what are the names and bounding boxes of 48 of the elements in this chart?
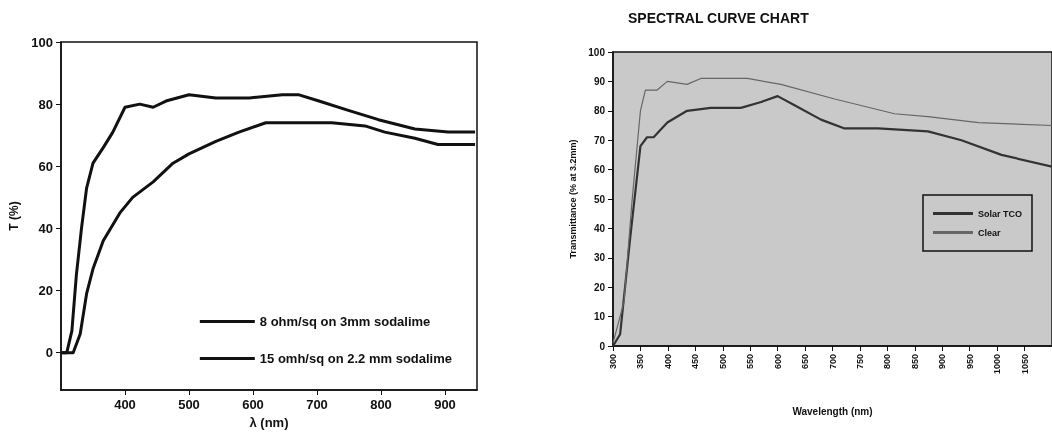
x-tick-label: 600 <box>242 397 264 412</box>
y-tick-label: 80 <box>38 96 53 112</box>
x-tick-label: 700 <box>306 397 328 412</box>
x-axis-title: λ (nm) <box>249 414 289 430</box>
x-tick-label: 800 <box>882 354 893 370</box>
y-tick-label: 0 <box>45 345 53 361</box>
x-tick-label: 500 <box>178 397 200 412</box>
y-tick-label: 40 <box>38 220 53 236</box>
y-axis-title: Transmittance (% at 3.2mm) <box>567 139 578 259</box>
x-tick-label: 650 <box>800 354 811 370</box>
y-tick-label: 10 <box>593 311 606 323</box>
y-tick-label: 100 <box>31 34 53 50</box>
legend-label: 8 ohm/sq on 3mm sodalime <box>259 314 431 329</box>
x-tick-label: 450 <box>690 354 701 370</box>
x-tick-label: 850 <box>909 354 920 370</box>
x-tick-label: 700 <box>827 354 838 370</box>
legend-label: Solar TCO <box>977 208 1023 219</box>
y-tick-label: 60 <box>593 164 606 176</box>
y-tick-label: 0 <box>599 340 606 352</box>
x-tick-label: 950 <box>964 354 975 370</box>
x-tick-label: 300 <box>608 354 618 370</box>
x-tick-label: 900 <box>937 354 948 370</box>
y-tick-label: 20 <box>593 281 606 293</box>
x-tick-label: 800 <box>370 397 392 412</box>
y-tick-label: 20 <box>38 283 53 299</box>
x-tick-label: 500 <box>717 354 728 370</box>
x-tick-label: 750 <box>854 354 865 370</box>
y-tick-label: 90 <box>593 75 606 87</box>
x-tick-label: 1050 <box>1019 354 1030 375</box>
x-axis-title: Wavelength (nm) <box>792 405 873 417</box>
chart-title: SPECTRAL CURVE CHART <box>628 10 810 26</box>
y-axis-title: T (%) <box>7 201 22 231</box>
y-tick-label: 80 <box>593 105 606 117</box>
x-tick-label: 400 <box>114 397 136 412</box>
x-tick-label: 550 <box>745 354 756 370</box>
legend-label: Clear <box>977 227 1001 238</box>
y-tick-label: 30 <box>593 252 606 264</box>
y-tick-label: 100 <box>588 46 606 58</box>
x-tick-label: 600 <box>772 354 783 370</box>
x-tick-label: 350 <box>635 354 646 370</box>
y-tick-label: 50 <box>593 193 606 205</box>
x-tick-label: 1000 <box>992 354 1003 375</box>
y-tick-label: 70 <box>593 134 606 146</box>
y-tick-label: 40 <box>593 222 606 234</box>
legend-label: 15 omh/sq on 2.2 mm sodalime <box>259 351 452 366</box>
x-tick-label: 400 <box>662 354 673 370</box>
y-tick-label: 60 <box>38 158 53 174</box>
x-tick-label: 900 <box>434 397 456 412</box>
